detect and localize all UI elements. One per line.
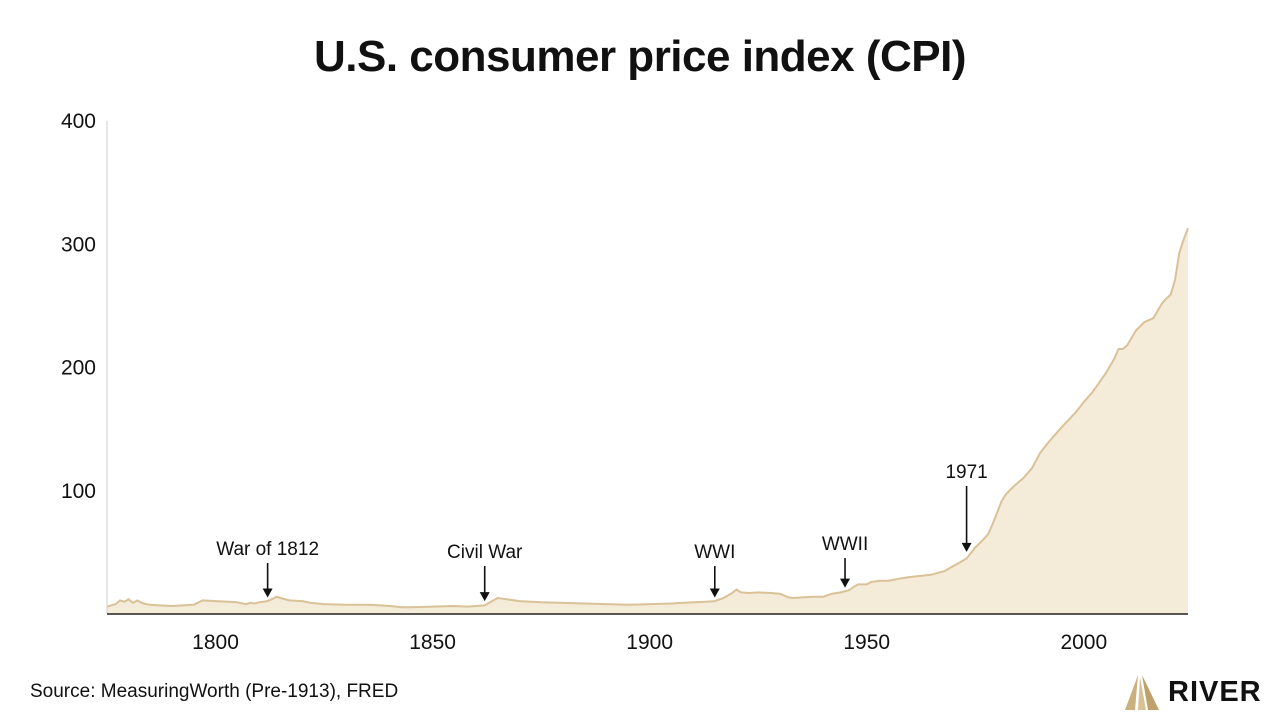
y-tick-label: 100 — [61, 480, 96, 503]
annotation-arrow-head — [709, 588, 720, 598]
annotation: WWII — [822, 534, 868, 588]
y-tick-label: 300 — [61, 233, 96, 256]
x-tick-label: 1950 — [843, 631, 890, 654]
cpi-series-line — [106, 227, 1189, 609]
annotation: Civil War — [447, 542, 523, 602]
annotations: War of 1812 Civil War WWI WWII 1971 — [216, 462, 988, 602]
chart-title: U.S. consumer price index (CPI) — [314, 32, 967, 81]
annotation-arrow-head — [262, 588, 273, 598]
annotation-label: 1971 — [945, 462, 987, 483]
annotation-label: WWII — [822, 534, 868, 555]
x-tick-label: 2000 — [1060, 631, 1107, 654]
y-tick-label: 200 — [61, 357, 96, 380]
plot-area — [106, 121, 1189, 615]
annotation-label: Civil War — [447, 542, 523, 563]
cpi-area-fill — [107, 228, 1188, 614]
river-mountain-icon — [1125, 675, 1159, 710]
annotation: 1971 — [945, 462, 988, 552]
river-logo: RIVER — [1124, 672, 1262, 712]
x-tick-label: 1900 — [626, 631, 673, 654]
y-axis-ticks: 100 200 300 400 — [61, 110, 96, 503]
annotation: War of 1812 — [216, 539, 319, 598]
x-axis-ticks: 1800 1850 1900 1950 2000 — [192, 631, 1107, 654]
annotation-arrow-head — [479, 592, 490, 602]
annotation-label: WWI — [694, 542, 735, 563]
annotation: WWI — [694, 542, 735, 598]
river-wordmark: RIVER — [1168, 675, 1262, 708]
x-tick-label: 1850 — [409, 631, 456, 654]
annotation-label: War of 1812 — [216, 539, 319, 560]
annotation-arrow-head — [840, 578, 851, 588]
annotation-arrow-head — [961, 542, 972, 552]
x-tick-label: 1800 — [192, 631, 239, 654]
y-tick-label: 400 — [61, 110, 96, 133]
source-note: Source: MeasuringWorth (Pre-1913), FRED — [30, 681, 399, 702]
